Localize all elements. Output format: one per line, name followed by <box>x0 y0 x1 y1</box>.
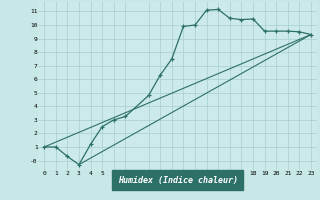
X-axis label: Humidex (Indice chaleur): Humidex (Indice chaleur) <box>118 176 238 185</box>
